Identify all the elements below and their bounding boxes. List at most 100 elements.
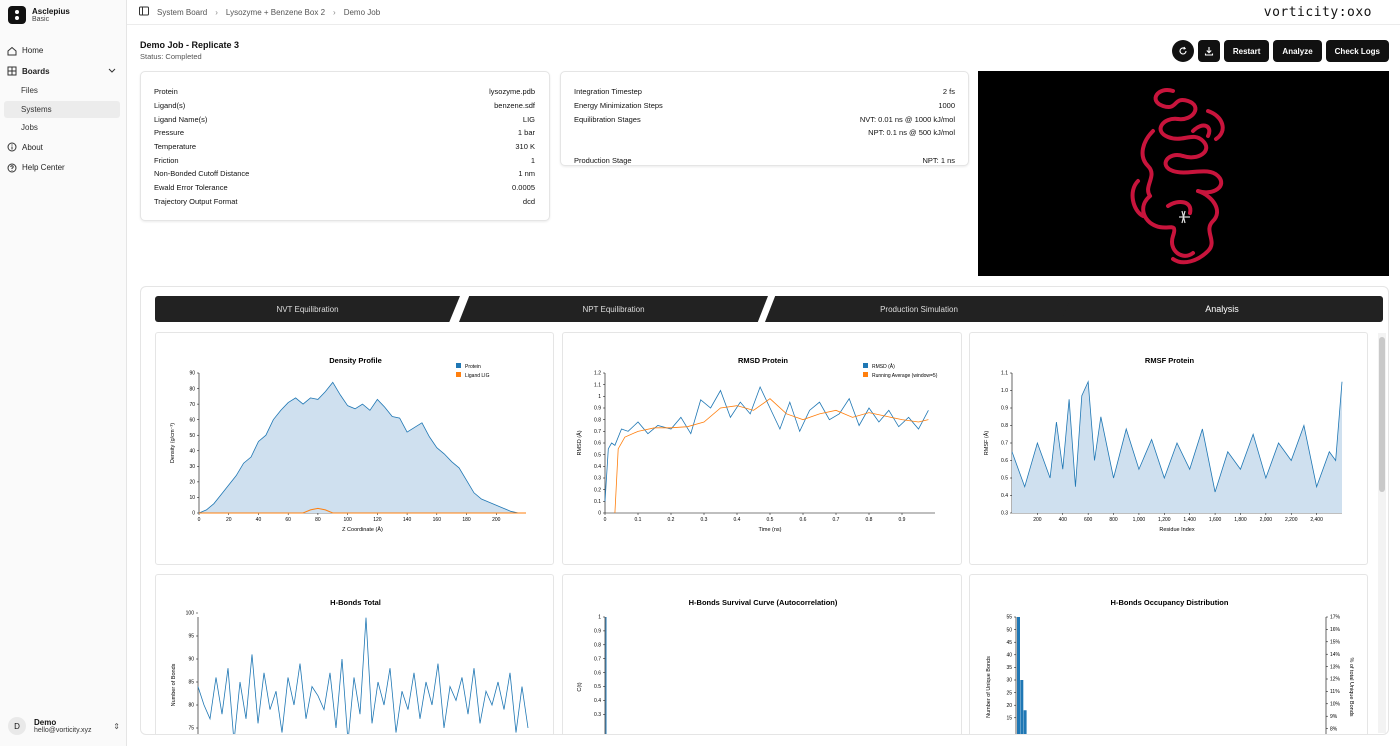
legend-label: Ligand LIG bbox=[465, 373, 490, 379]
tick-label: 0.9 bbox=[1001, 406, 1008, 412]
parameter-name: Production Stage bbox=[574, 155, 632, 165]
tick-label: 0.7 bbox=[594, 429, 601, 435]
tick-label: 20 bbox=[1006, 703, 1012, 709]
parameter-row: Temperature 310 K bbox=[154, 140, 535, 154]
parameter-name: Protein bbox=[154, 87, 178, 97]
sidebar-item-files[interactable]: Files bbox=[21, 86, 38, 95]
breadcrumb-item[interactable]: System Board bbox=[157, 7, 208, 17]
sidebar-item-systems[interactable]: Systems bbox=[4, 100, 120, 118]
tick-label: 10% bbox=[1330, 702, 1341, 708]
histogram-bar bbox=[1023, 710, 1027, 734]
tick-label: 30 bbox=[1006, 678, 1012, 684]
legend-label: RMSD (Å) bbox=[872, 363, 895, 370]
tick-label: 0.6 bbox=[594, 670, 601, 676]
chart-1: Density Profile 0 10 20 30 40 50 60 70 80 90 0 20 40 6… bbox=[155, 332, 554, 565]
x-axis-label: Residue Index bbox=[1159, 527, 1194, 533]
sidebar-item-home[interactable]: Home bbox=[4, 41, 120, 60]
rmsf-line bbox=[1011, 380, 1343, 493]
app-plan: Basic bbox=[32, 16, 50, 23]
tick-label: 140 bbox=[403, 517, 412, 523]
user-name: Demo bbox=[34, 718, 57, 727]
tick-label: 1,600 bbox=[1209, 517, 1222, 523]
parameter-row: Friction 1 bbox=[154, 153, 535, 167]
tick-label: 60 bbox=[285, 517, 291, 523]
tick-label: 0.5 bbox=[594, 452, 601, 458]
app-brand[interactable]: Asclepius Basic bbox=[8, 6, 70, 24]
parameter-value: 1000 bbox=[938, 101, 955, 111]
protein-structure bbox=[1130, 88, 1225, 265]
tick-label: 0.2 bbox=[594, 487, 601, 493]
tick-label: 100 bbox=[186, 611, 195, 617]
restart-button[interactable]: Restart bbox=[1223, 40, 1270, 62]
scrollbar-track[interactable] bbox=[1378, 333, 1386, 733]
help-icon bbox=[7, 163, 17, 173]
parameter-value: LIG bbox=[522, 114, 535, 124]
download-button[interactable] bbox=[1197, 40, 1220, 62]
protein-ribbon bbox=[1153, 88, 1198, 122]
analysis-panel: NVT Equilibration NPT Equilibration Prod… bbox=[140, 286, 1389, 735]
parameter-name: Equilibration Stages bbox=[574, 114, 641, 124]
tick-label: 11% bbox=[1330, 689, 1340, 695]
refresh-icon bbox=[1179, 46, 1187, 55]
chevron-down-icon bbox=[108, 67, 116, 76]
parameter-value: 310 K bbox=[515, 142, 535, 152]
protein-ribbon bbox=[1206, 109, 1225, 141]
y-axis-label: Number of Bonds bbox=[171, 663, 177, 706]
tick-label: 40 bbox=[256, 517, 262, 523]
parameter-name: Non-Bonded Cutoff Distance bbox=[154, 169, 250, 179]
parameter-value: dcd bbox=[522, 196, 535, 206]
protein-ribbon bbox=[1130, 179, 1145, 218]
sidebar-toggle-icon[interactable] bbox=[139, 6, 149, 18]
legend-label: Running Average (window=5) bbox=[872, 373, 938, 379]
histogram-bar bbox=[1020, 680, 1024, 734]
chart-title: H-Bonds Total bbox=[330, 598, 381, 607]
user-menu[interactable]: D Demo hello@vorticity.xyz ⇕ bbox=[8, 717, 120, 735]
tick-label: 1 bbox=[598, 394, 601, 400]
tab-npt[interactable]: NPT Equilibration bbox=[459, 296, 768, 322]
sidebar-item-label: About bbox=[22, 142, 43, 152]
scrollbar-thumb[interactable] bbox=[1379, 337, 1385, 492]
parameter-name: Ligand(s) bbox=[154, 101, 186, 111]
tick-label: 25 bbox=[1006, 690, 1012, 696]
check-logs-button[interactable]: Check Logs bbox=[1325, 40, 1389, 62]
sidebar-item-jobs[interactable]: Jobs bbox=[21, 123, 38, 132]
tick-label: 2,200 bbox=[1285, 517, 1298, 523]
tick-label: 160 bbox=[433, 517, 442, 523]
parameter-value: 2 fs bbox=[942, 87, 955, 97]
tick-label: 0.8 bbox=[594, 643, 601, 649]
parameter-row: NPT: 0.1 ns @ 500 kJ/mol bbox=[574, 126, 955, 140]
legend-swatch bbox=[456, 363, 461, 368]
sidebar-item-help[interactable]: Help Center bbox=[4, 158, 120, 177]
tab-production[interactable]: Production Simulation bbox=[765, 296, 1073, 322]
tab-nvt[interactable]: NVT Equilibration bbox=[155, 296, 460, 322]
tick-label: 16% bbox=[1330, 627, 1341, 633]
parameter-value: NVT: 0.01 ns @ 1000 kJ/mol bbox=[859, 114, 955, 124]
tick-label: 0.3 bbox=[701, 517, 708, 523]
parameter-value: NPT: 1 ns bbox=[922, 155, 955, 165]
protein-ribbon bbox=[1140, 129, 1155, 198]
tick-label: 2,000 bbox=[1260, 517, 1273, 523]
refresh-button[interactable] bbox=[1171, 40, 1194, 62]
molecule-viewer[interactable] bbox=[978, 71, 1389, 276]
tick-label: 1,800 bbox=[1234, 517, 1247, 523]
sidebar-item-about[interactable]: About bbox=[4, 138, 120, 157]
tab-analysis[interactable]: Analysis bbox=[1061, 296, 1383, 322]
tick-label: 90 bbox=[188, 657, 194, 663]
tick-label: 0 bbox=[198, 517, 201, 523]
hbonds-line bbox=[197, 617, 529, 734]
parameter-name: Trajectory Output Format bbox=[154, 196, 238, 206]
breadcrumb-item[interactable]: Lysozyme + Benzene Box 2 bbox=[225, 7, 326, 17]
analyze-button[interactable]: Analyze bbox=[1273, 40, 1322, 62]
app-logo-icon bbox=[8, 6, 26, 24]
sidebar-item-boards[interactable]: Boards bbox=[4, 62, 120, 81]
parameter-name: Integration Timestep bbox=[574, 87, 642, 97]
tick-label: 1.1 bbox=[1001, 371, 1008, 377]
y-axis-label: RMSD (Å) bbox=[576, 430, 583, 455]
tick-label: 1 bbox=[598, 615, 601, 621]
sidebar-nav: Home Boards Files Systems Jobs About Hel… bbox=[4, 41, 120, 179]
chart-5: H-Bonds Survival Curve (Autocorrelation)… bbox=[562, 574, 962, 734]
tick-label: 0.1 bbox=[594, 499, 601, 505]
chart-3: RMSF Protein 0.3 0.4 0.5 0.6 0.7 0.8 0.9 1.0 1.1 2… bbox=[969, 332, 1368, 565]
tick-label: 0.3 bbox=[594, 712, 601, 718]
protein-ribbon bbox=[1163, 153, 1224, 195]
